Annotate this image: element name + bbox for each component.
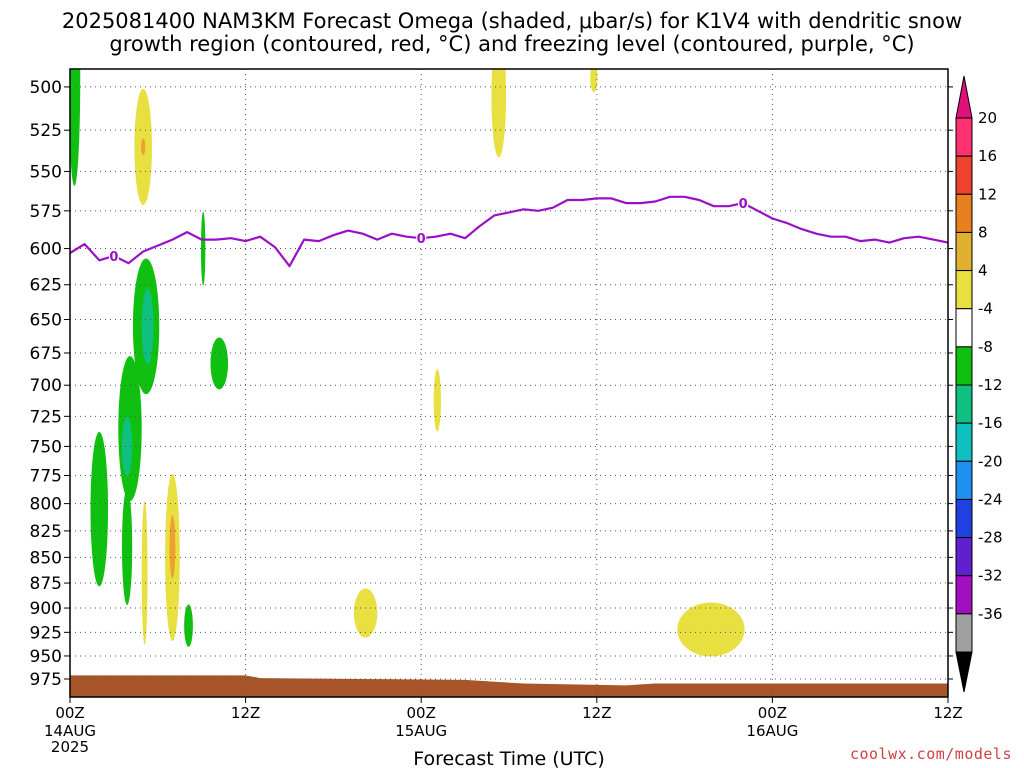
y-tick-label: 575 — [30, 202, 62, 222]
colorbar-label: -32 — [978, 567, 1003, 585]
y-tick-label: 850 — [30, 548, 62, 568]
freezing-level-label: 0 — [109, 250, 118, 265]
omega-region-4 — [590, 69, 598, 93]
x-tick-label: 12Z — [582, 704, 611, 722]
x-tick-sublabel: 15AUG — [395, 722, 447, 740]
x-tick-sublabel: 14AUG — [44, 722, 96, 740]
x-tick-label: 00Z — [758, 704, 787, 722]
y-tick-label: 500 — [30, 78, 62, 98]
freezing-level-label-bg-2 — [738, 196, 749, 211]
colorbar-swatch — [955, 537, 973, 577]
omega-region-15 — [169, 515, 176, 579]
site-credit: coolwx.com/models — [849, 745, 1012, 763]
colorbar-top-arrow — [955, 75, 973, 119]
colorbar-swatch — [955, 575, 973, 615]
terrain-below-ground — [70, 675, 948, 697]
x-tick-label: 00Z — [55, 704, 84, 722]
omega-region-12 — [210, 337, 229, 390]
y-tick-label: 625 — [30, 276, 62, 296]
colorbar-label: 8 — [978, 223, 988, 241]
y-tick-label: 825 — [30, 522, 62, 542]
y-tick-label: 550 — [30, 162, 62, 182]
x-tick-sublabel: 2025 — [51, 738, 89, 756]
colorbar-label: -28 — [978, 529, 1003, 547]
omega-region-11 — [90, 431, 109, 587]
y-tick-label: 800 — [30, 495, 62, 515]
colorbar-swatch — [955, 460, 973, 500]
colorbar-label: -8 — [978, 338, 993, 356]
colorbar-swatch — [955, 155, 973, 195]
omega-region-2 — [140, 138, 146, 156]
colorbar-swatch — [955, 498, 973, 539]
colorbar-swatch — [955, 193, 973, 233]
omega-region-18 — [433, 369, 441, 432]
y-tick-label: 950 — [30, 647, 62, 667]
y-tick-label: 925 — [30, 623, 62, 643]
colorbar-bottom-arrow — [955, 651, 973, 693]
omega-region-5 — [200, 211, 206, 286]
omega-region-10 — [121, 488, 133, 605]
colorbar-label: 12 — [978, 185, 997, 203]
freezing-level-label-bg-1 — [416, 231, 427, 246]
chart-title-line-2: growth region (contoured, red, °C) and f… — [109, 32, 915, 56]
colorbar-label: -24 — [978, 490, 1003, 508]
y-tick-label: 975 — [30, 670, 62, 690]
chart-title-line-1: 2025081400 NAM3KM Forecast Omega (shaded… — [61, 9, 963, 33]
colorbar-swatch — [955, 231, 973, 272]
freezing-level-label: 0 — [417, 232, 426, 247]
colorbar-label: -4 — [978, 300, 993, 318]
omega-region-13 — [141, 500, 148, 645]
y-tick-label: 525 — [30, 121, 62, 141]
y-tick-label: 600 — [30, 240, 62, 260]
x-tick-label: 12Z — [933, 704, 962, 722]
omega-region-3 — [491, 69, 507, 158]
omega-region-17 — [353, 588, 378, 638]
omega-region-16 — [184, 604, 193, 647]
colorbar-label: -36 — [978, 605, 1003, 623]
y-tick-label: 900 — [30, 599, 62, 619]
y-tick-label: 700 — [30, 376, 62, 396]
y-tick-label: 675 — [30, 344, 62, 364]
x-tick-label: 00Z — [407, 704, 436, 722]
omega-region-0 — [70, 69, 81, 186]
colorbar-swatch — [955, 270, 973, 310]
colorbar-swatch — [955, 613, 973, 653]
x-tick-label: 12Z — [231, 704, 260, 722]
y-tick-label: 875 — [30, 574, 62, 594]
colorbar-label: -12 — [978, 376, 1003, 394]
x-tick-sublabel: 16AUG — [746, 722, 798, 740]
colorbar-label: 4 — [978, 262, 988, 280]
colorbar-swatch — [955, 117, 973, 157]
y-tick-label: 750 — [30, 437, 62, 457]
y-tick-label: 775 — [30, 466, 62, 486]
colorbar-swatch — [955, 346, 973, 386]
colorbar-label: -20 — [978, 452, 1003, 470]
x-axis-label: Forecast Time (UTC) — [413, 748, 604, 768]
colorbar-swatch — [955, 422, 973, 462]
colorbar-label: 20 — [978, 109, 997, 127]
freezing-level-label-bg-0 — [108, 248, 119, 263]
plot-frame — [69, 68, 949, 698]
omega-region-7 — [141, 288, 154, 365]
omega-region-19 — [677, 602, 745, 657]
freezing-level-line — [69, 195, 949, 268]
y-tick-label: 725 — [30, 407, 62, 427]
colorbar-label: -16 — [978, 414, 1003, 432]
colorbar-swatch — [955, 308, 973, 348]
y-tick-label: 650 — [30, 311, 62, 331]
freezing-level-label: 0 — [739, 197, 748, 212]
colorbar-label: 16 — [978, 147, 997, 165]
colorbar-swatch — [955, 384, 973, 424]
omega-region-9 — [121, 416, 133, 476]
